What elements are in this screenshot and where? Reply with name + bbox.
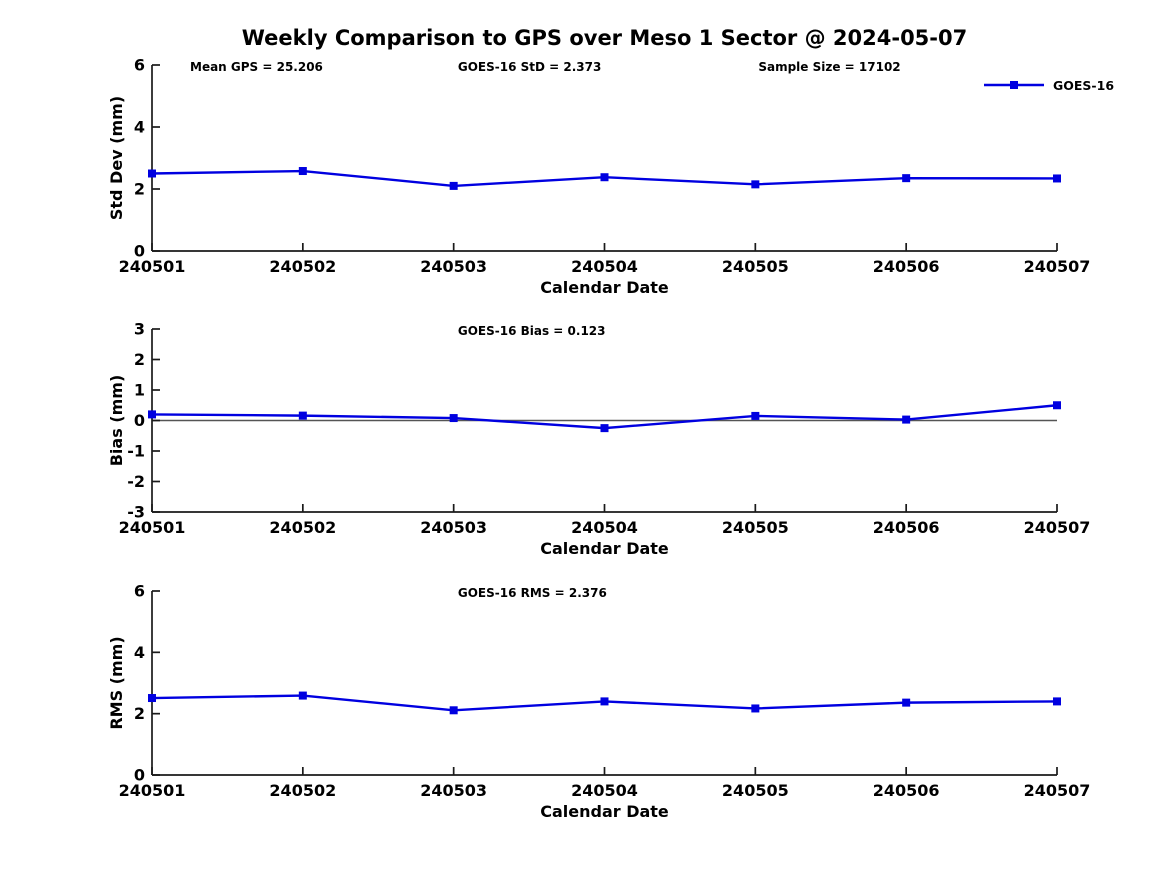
annotation: GOES-16 Bias = 0.123 [458, 324, 606, 338]
x-tick-label: 240506 [873, 781, 940, 800]
y-tick-label: 0 [134, 411, 145, 430]
x-axis-title: Calendar Date [540, 278, 669, 297]
x-tick-label: 240502 [269, 781, 336, 800]
data-point-marker [751, 180, 760, 189]
data-point-marker [1053, 174, 1061, 183]
x-tick-label: 240501 [119, 257, 186, 276]
y-tick-label: -3 [127, 503, 145, 522]
x-tick-label: 240503 [420, 257, 487, 276]
x-tick-label: 240505 [722, 257, 789, 276]
annotation: GOES-16 StD = 2.373 [458, 60, 601, 74]
annotation: Mean GPS = 25.206 [190, 60, 323, 74]
x-tick-label: 240507 [1024, 518, 1091, 537]
x-tick-label: 240506 [873, 257, 940, 276]
x-tick-label: 240505 [722, 518, 789, 537]
y-tick-label: 2 [134, 350, 145, 369]
y-tick-label: -2 [127, 472, 145, 491]
data-point-marker [751, 704, 760, 713]
data-point-marker [449, 706, 458, 715]
data-point-marker [449, 181, 458, 190]
x-tick-label: 240501 [119, 518, 186, 537]
data-point-marker [148, 410, 156, 419]
y-tick-label: 0 [134, 766, 145, 785]
y-axis-title: Bias (mm) [107, 375, 126, 467]
legend-line-marker-icon [984, 81, 1044, 89]
y-tick-label: 1 [134, 381, 145, 400]
data-point-marker [148, 694, 156, 703]
x-axis-title: Calendar Date [540, 802, 669, 821]
y-tick-label: -1 [127, 442, 145, 461]
x-tick-label: 240502 [269, 257, 336, 276]
y-tick-label: 4 [134, 643, 145, 662]
annotation: GOES-16 RMS = 2.376 [458, 586, 607, 600]
x-tick-label: 240504 [571, 781, 638, 800]
data-point-marker [600, 424, 609, 433]
x-tick-label: 240502 [269, 518, 336, 537]
x-tick-label: 240504 [571, 257, 638, 276]
x-tick-label: 240505 [722, 781, 789, 800]
x-tick-label: 240507 [1024, 781, 1091, 800]
y-axis-title: RMS (mm) [107, 636, 126, 729]
data-point-marker [298, 411, 307, 420]
data-point-marker [902, 415, 911, 424]
x-tick-label: 240501 [119, 781, 186, 800]
y-tick-label: 3 [134, 320, 145, 339]
data-point-marker [1053, 697, 1061, 706]
y-tick-label: 4 [134, 118, 145, 137]
data-point-marker [1053, 401, 1061, 410]
x-tick-label: 240506 [873, 518, 940, 537]
y-tick-label: 2 [134, 180, 145, 199]
y-tick-label: 6 [134, 582, 145, 601]
data-point-marker [600, 173, 609, 182]
page-title: Weekly Comparison to GPS over Meso 1 Sec… [241, 26, 968, 50]
x-axis-title: Calendar Date [540, 539, 669, 558]
annotation: Sample Size = 17102 [758, 60, 900, 74]
data-point-marker [298, 167, 307, 176]
data-point-marker [751, 411, 760, 420]
data-point-marker [449, 414, 458, 423]
data-point-marker [298, 691, 307, 700]
x-tick-label: 240503 [420, 781, 487, 800]
data-point-marker [902, 698, 911, 707]
legend-label: GOES-16 [1053, 77, 1115, 93]
x-tick-label: 240504 [571, 518, 638, 537]
y-tick-label: 2 [134, 704, 145, 723]
y-axis-title: Std Dev (mm) [107, 96, 126, 220]
legend: GOES-16 [983, 77, 1114, 93]
x-tick-label: 240503 [420, 518, 487, 537]
data-point-marker [902, 174, 911, 183]
y-tick-label: 0 [134, 242, 145, 261]
data-point-marker [600, 697, 609, 706]
data-point-marker [148, 169, 156, 178]
y-tick-label: 6 [134, 56, 145, 75]
x-tick-label: 240507 [1024, 257, 1091, 276]
